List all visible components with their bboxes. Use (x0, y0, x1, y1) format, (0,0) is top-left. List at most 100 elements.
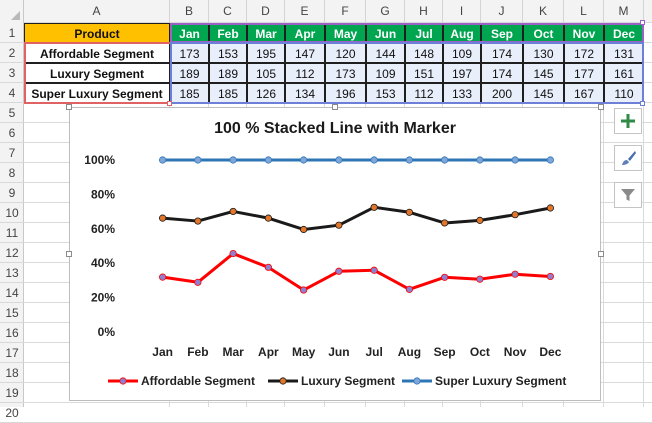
data-point-marker-luxury[interactable] (335, 221, 343, 229)
row-header-3[interactable]: 3 (0, 63, 24, 83)
row-header-5[interactable]: 5 (0, 103, 24, 123)
chart-title[interactable]: 100 % Stacked Line with Marker (214, 120, 456, 137)
data-point-marker-affordable[interactable] (546, 272, 554, 281)
data-point-marker-luxury[interactable] (194, 217, 202, 225)
row-header-18[interactable]: 18 (0, 363, 24, 383)
row-header-13[interactable]: 13 (0, 263, 24, 283)
value-cell[interactable]: 167 (564, 83, 604, 103)
series-line-affordable[interactable] (162, 252, 551, 292)
column-header-l[interactable]: L (564, 0, 604, 23)
data-point-marker-super-luxury[interactable] (159, 156, 167, 164)
data-point-marker-affordable[interactable] (300, 286, 308, 294)
column-header-h[interactable]: H (405, 0, 443, 23)
data-point-marker-super-luxury[interactable] (370, 156, 378, 164)
row-header-4[interactable]: 4 (0, 83, 24, 103)
month-header-cell[interactable]: Nov (564, 23, 604, 43)
column-header-f[interactable]: F (325, 0, 366, 23)
row-header-8[interactable]: 8 (0, 163, 24, 183)
column-header-b[interactable]: B (170, 0, 209, 23)
column-header-j[interactable]: J (481, 0, 523, 23)
column-header-i[interactable]: I (443, 0, 481, 23)
column-header-k[interactable]: K (523, 0, 564, 23)
chart-resize-handle[interactable] (66, 251, 72, 257)
value-cell[interactable]: 172 (564, 43, 604, 63)
column-header-c[interactable]: C (209, 0, 247, 23)
data-point-marker-affordable[interactable] (441, 273, 449, 281)
value-cell[interactable]: 105 (247, 63, 285, 83)
value-cell[interactable]: 145 (523, 63, 564, 83)
value-cell[interactable]: 109 (366, 63, 405, 83)
legend-label-super-luxury[interactable]: Super Luxury Segment (435, 374, 566, 388)
range-resize-handle[interactable] (167, 101, 172, 106)
month-header-cell[interactable]: Apr (285, 23, 325, 43)
data-point-marker-super-luxury[interactable] (511, 156, 519, 164)
row-header-14[interactable]: 14 (0, 283, 24, 303)
data-point-marker-super-luxury[interactable] (300, 156, 308, 164)
select-all-corner[interactable] (0, 0, 24, 23)
value-cell[interactable]: 189 (209, 63, 247, 83)
range-resize-handle[interactable] (640, 20, 645, 25)
data-point-marker-super-luxury[interactable] (546, 156, 554, 164)
data-point-marker-luxury[interactable] (476, 216, 484, 224)
range-resize-handle[interactable] (640, 101, 645, 106)
value-cell[interactable]: 126 (247, 83, 285, 103)
row-header-17[interactable]: 17 (0, 343, 24, 363)
value-cell[interactable]: 174 (481, 63, 523, 83)
data-point-marker-super-luxury[interactable] (194, 156, 202, 164)
chart-area[interactable]: 100 % Stacked Line with Marker 0% 20% 40% 6… (69, 107, 601, 401)
data-point-marker-affordable[interactable] (405, 285, 413, 293)
chart-resize-handle[interactable] (66, 104, 72, 110)
row-header-11[interactable]: 11 (0, 223, 24, 243)
data-point-marker-super-luxury[interactable] (441, 156, 449, 164)
row-header-15[interactable]: 15 (0, 303, 24, 323)
chart-elements-button[interactable] (614, 108, 642, 134)
row-header-2[interactable]: 2 (0, 43, 24, 63)
row-header-9[interactable]: 9 (0, 183, 24, 203)
series-line-luxury[interactable] (162, 205, 551, 231)
row-header-1[interactable]: 1 (0, 23, 24, 43)
row-header-16[interactable]: 16 (0, 323, 24, 343)
data-point-marker-luxury[interactable] (405, 208, 413, 216)
column-header-a[interactable]: A (24, 0, 170, 23)
data-point-marker-luxury[interactable] (300, 225, 308, 234)
value-cell[interactable]: 197 (443, 63, 481, 83)
data-point-marker-super-luxury[interactable] (405, 156, 413, 164)
data-point-marker-super-luxury[interactable] (476, 156, 484, 164)
data-point-marker-luxury[interactable] (264, 214, 272, 222)
chart-resize-handle[interactable] (598, 251, 604, 257)
column-header-e[interactable]: E (285, 0, 325, 23)
value-cell[interactable]: 185 (209, 83, 247, 103)
chart-styles-button[interactable] (614, 145, 642, 171)
data-point-marker-affordable[interactable] (159, 273, 167, 281)
data-point-marker-affordable[interactable] (476, 275, 484, 283)
value-cell[interactable]: 161 (604, 63, 644, 83)
value-cell[interactable]: 145 (523, 83, 564, 103)
data-point-marker-affordable[interactable] (229, 249, 237, 258)
data-point-marker-super-luxury[interactable] (335, 156, 343, 164)
row-header-6[interactable]: 6 (0, 123, 24, 143)
month-header-cell[interactable]: Feb (209, 23, 247, 43)
data-point-marker-luxury[interactable] (511, 211, 519, 219)
row-header-20[interactable]: 20 (0, 403, 24, 423)
legend-label-affordable[interactable]: Affordable Segment (141, 374, 255, 388)
data-point-marker-affordable[interactable] (264, 263, 272, 271)
data-point-marker-luxury[interactable] (229, 207, 237, 216)
data-point-marker-super-luxury[interactable] (264, 156, 272, 164)
column-header-g[interactable]: G (366, 0, 405, 23)
value-cell[interactable]: 151 (405, 63, 443, 83)
legend-label-luxury[interactable]: Luxury Segment (301, 374, 395, 388)
value-cell[interactable]: 174 (481, 43, 523, 63)
value-cell[interactable]: 112 (285, 63, 325, 83)
chart-resize-handle[interactable] (598, 104, 604, 110)
chart-resize-handle[interactable] (332, 104, 338, 110)
chart-filters-button[interactable] (614, 182, 642, 208)
line-chart[interactable]: 0% 20% 40% 60% 80% 100% Jan Feb Mar Apr May Jun Jul A… (70, 108, 602, 402)
data-point-marker-luxury[interactable] (546, 204, 554, 212)
value-cell[interactable]: 189 (170, 63, 209, 83)
value-cell[interactable]: 173 (170, 43, 209, 63)
value-cell[interactable]: 133 (443, 83, 481, 103)
data-point-marker-affordable[interactable] (370, 266, 378, 274)
month-header-cell[interactable]: Sep (481, 23, 523, 43)
row-header-19[interactable]: 19 (0, 383, 24, 403)
value-cell[interactable]: 110 (604, 83, 644, 103)
